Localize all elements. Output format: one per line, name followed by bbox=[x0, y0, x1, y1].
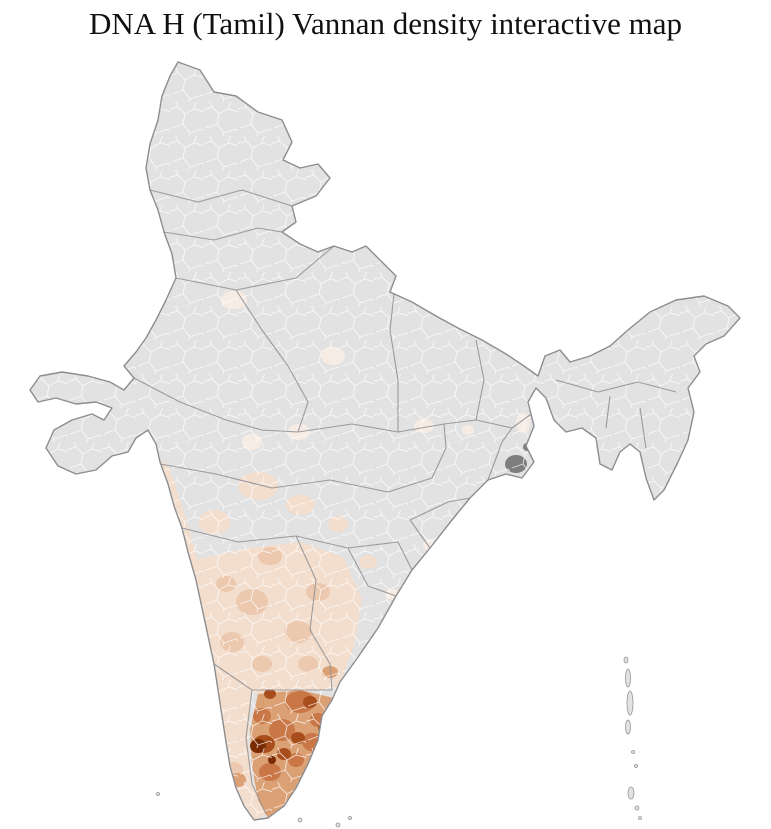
andaman-nicobar-islands[interactable] bbox=[623, 656, 642, 820]
india-base-region[interactable] bbox=[30, 62, 740, 820]
small-islands bbox=[156, 792, 352, 828]
state-borders bbox=[133, 189, 677, 815]
page-title: DNA H (Tamil) Vannan density interactive… bbox=[89, 6, 682, 41]
